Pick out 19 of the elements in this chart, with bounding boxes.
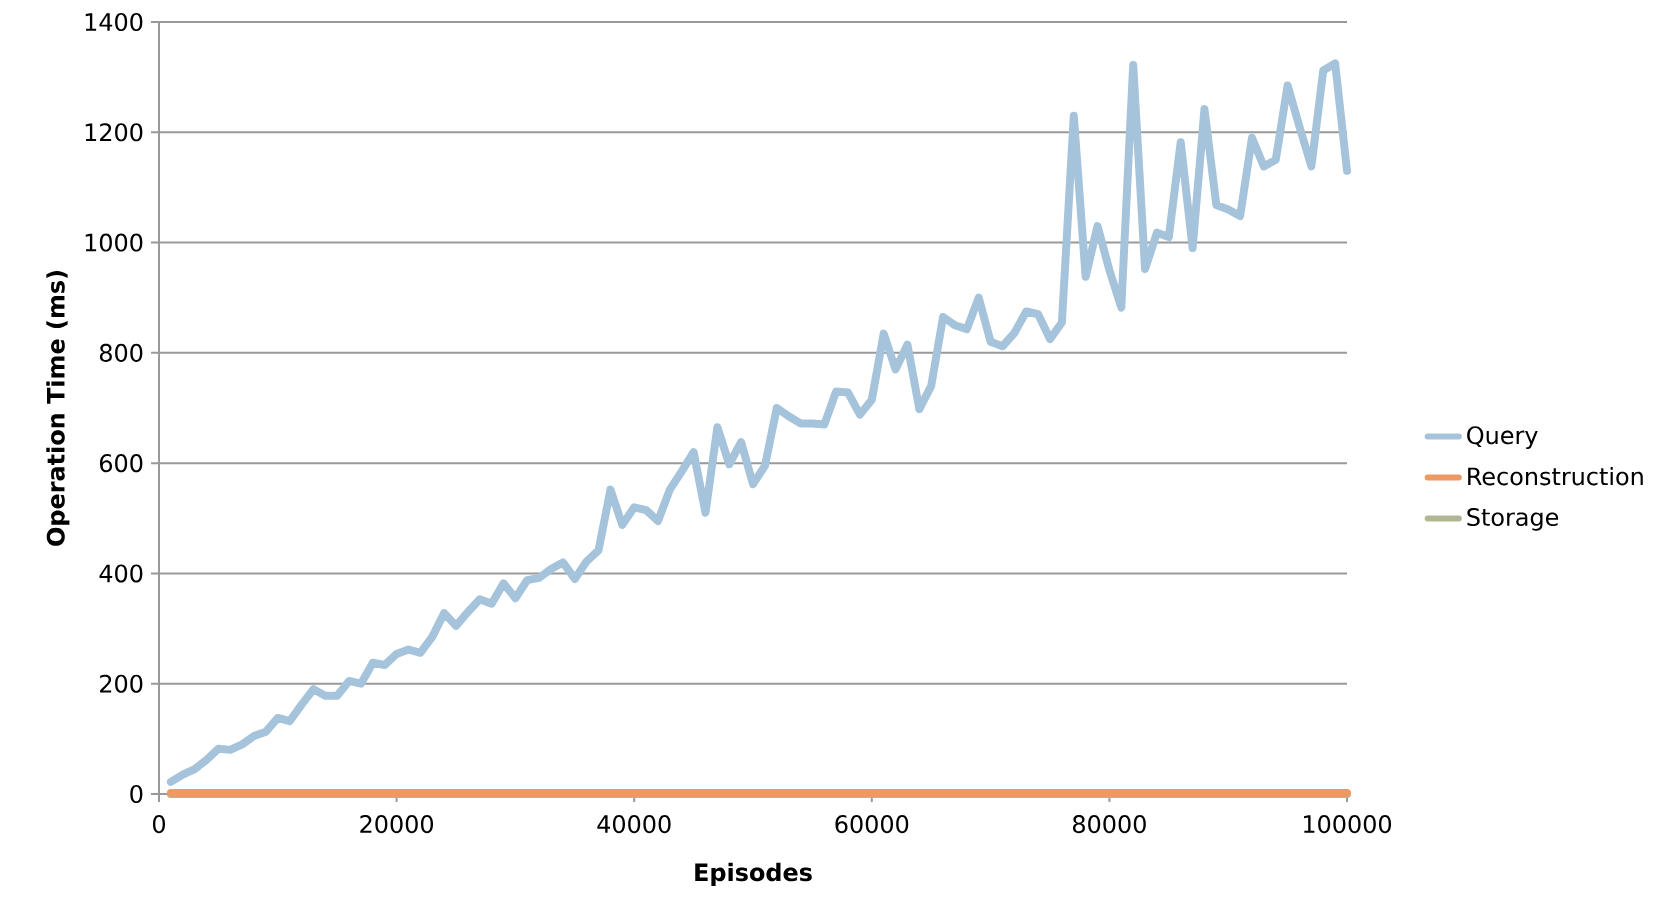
y-tick-label: 600 [99, 454, 143, 473]
x-axis-title: Episodes [695, 862, 812, 886]
x-tick-label: 40000 [597, 815, 671, 834]
y-tick-label: 1200 [85, 123, 143, 142]
y-tick-label: 1000 [85, 233, 143, 252]
y-tick-label: 800 [99, 343, 143, 362]
x-tick-label: 20000 [360, 815, 434, 834]
legend-label: Query [1467, 426, 1538, 449]
x-tick-label: 0 [152, 815, 166, 834]
x-tick-label: 60000 [835, 815, 909, 834]
y-tick-label: 400 [99, 564, 143, 583]
y-tick-label: 200 [100, 674, 143, 693]
y-axis-title: Operation Time (ms) [46, 271, 70, 546]
x-tick-label: 100000 [1304, 815, 1392, 834]
legend-label: Reconstruction [1468, 466, 1643, 486]
legend-label: Storage [1467, 508, 1559, 531]
y-tick-label: 0 [130, 784, 143, 804]
y-tick-label: 1400 [85, 12, 143, 32]
x-tick-label: 80000 [1073, 815, 1146, 834]
